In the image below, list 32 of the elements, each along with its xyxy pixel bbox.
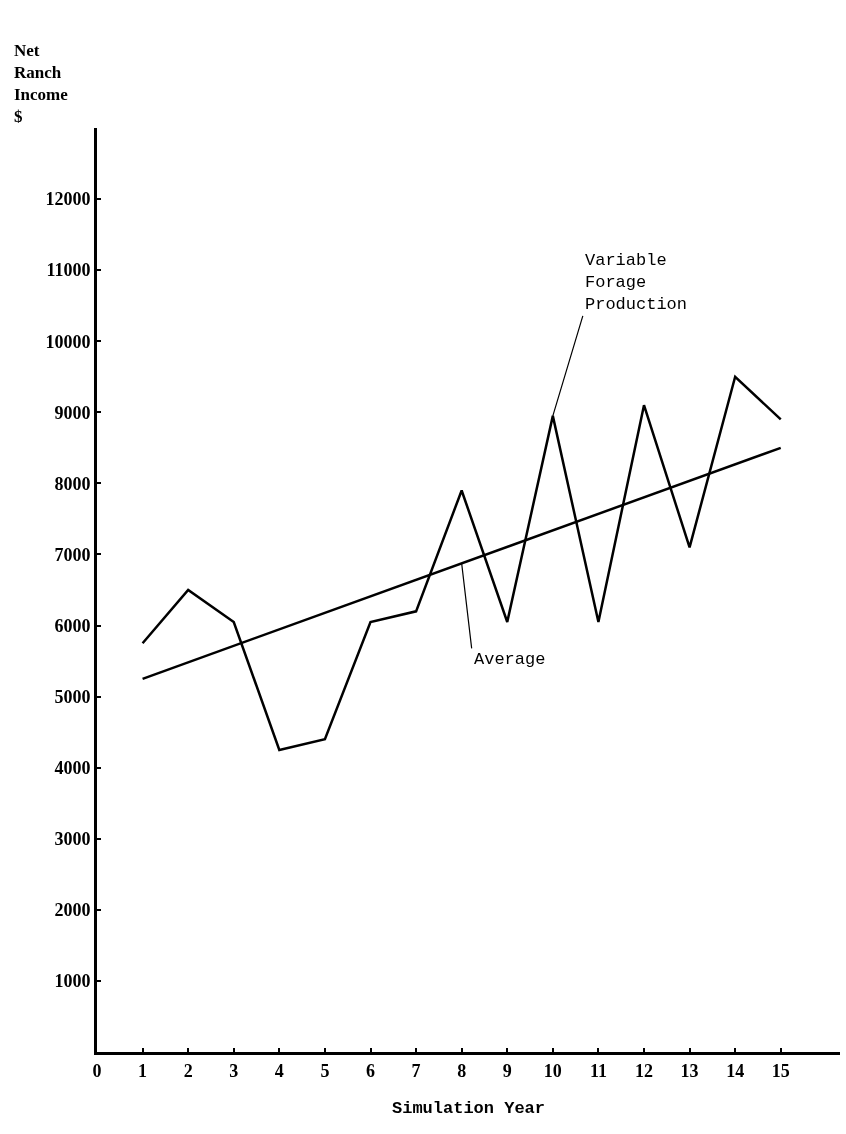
x-axis-title: Simulation Year (391, 1099, 546, 1118)
y-tick-label: 6000 (54, 615, 91, 636)
y-tick-label: 9000 (54, 402, 91, 423)
x-tick-label: 12 (634, 1060, 653, 1081)
x-tick-label: 14 (726, 1060, 745, 1081)
x-tick-label: 10 (543, 1060, 562, 1081)
y-tick-label: 12000 (45, 189, 91, 210)
x-tick-label: 3 (229, 1060, 239, 1081)
x-tick-label: 7 (411, 1060, 421, 1081)
x-tick-label: 8 (457, 1060, 467, 1081)
annotation: Average (474, 650, 546, 669)
x-tick-label: 11 (589, 1060, 607, 1081)
x-tick-label: 13 (680, 1060, 699, 1081)
y-tick-label: 8000 (54, 473, 91, 494)
x-tick-label: 5 (320, 1060, 330, 1081)
y-tick-label: 7000 (54, 544, 91, 565)
x-tick-label: 4 (274, 1060, 284, 1081)
y-tick-label: 1000 (54, 971, 91, 992)
x-tick-label: 2 (183, 1060, 193, 1081)
y-tick-label: 11000 (46, 260, 91, 281)
y-tick-label: 3000 (54, 829, 91, 850)
y-tick-label: 10000 (45, 331, 91, 352)
x-tick-label: 0 (92, 1060, 102, 1081)
x-tick-label: 15 (771, 1060, 790, 1081)
y-axis-title: Net Ranch Income $ (14, 41, 69, 127)
annotation: Variable Forage Production (585, 251, 688, 315)
x-tick-label: 9 (502, 1060, 512, 1081)
x-tick-label: 6 (366, 1060, 375, 1081)
y-tick-label: 2000 (54, 900, 91, 921)
y-tick-label: 5000 (54, 686, 91, 707)
y-tick-label: 4000 (54, 757, 91, 778)
x-tick-label: 1 (138, 1060, 148, 1081)
